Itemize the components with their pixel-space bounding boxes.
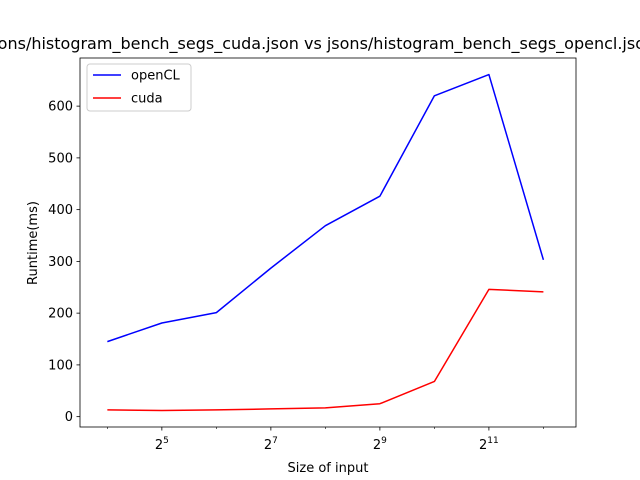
y-tick-label: 500 — [48, 151, 73, 166]
legend-label-openCL: openCL — [131, 69, 181, 84]
y-tick-label: 300 — [48, 255, 73, 270]
y-axis-label: Runtime(ms) — [26, 201, 41, 285]
x-axis-label: Size of input — [288, 461, 369, 476]
legend: openCL cuda — [86, 63, 192, 112]
y-tick-label: 600 — [48, 100, 73, 115]
y-tick-label: 200 — [48, 307, 73, 322]
y-tick-label: 0 — [65, 410, 73, 425]
x-tick-label: 211 — [479, 436, 499, 453]
y-tick-label: 100 — [48, 358, 73, 373]
plot-frame — [79, 57, 577, 428]
legend-label-cuda: cuda — [131, 92, 163, 107]
y-tick-label: 400 — [48, 203, 73, 218]
series-lines — [107, 73, 545, 412]
x-tick-label: 25 — [155, 436, 169, 453]
chart-title: jsons/histogram_bench_segs_cuda.json vs … — [0, 34, 640, 54]
series-line-openCL — [107, 73, 545, 343]
x-tick-label: 27 — [264, 436, 278, 453]
series-line-cuda — [107, 288, 544, 412]
x-tick-label: 29 — [373, 436, 387, 453]
axes: 0 100 200 300 400 500 600 25 27 29 211 — [48, 57, 577, 453]
